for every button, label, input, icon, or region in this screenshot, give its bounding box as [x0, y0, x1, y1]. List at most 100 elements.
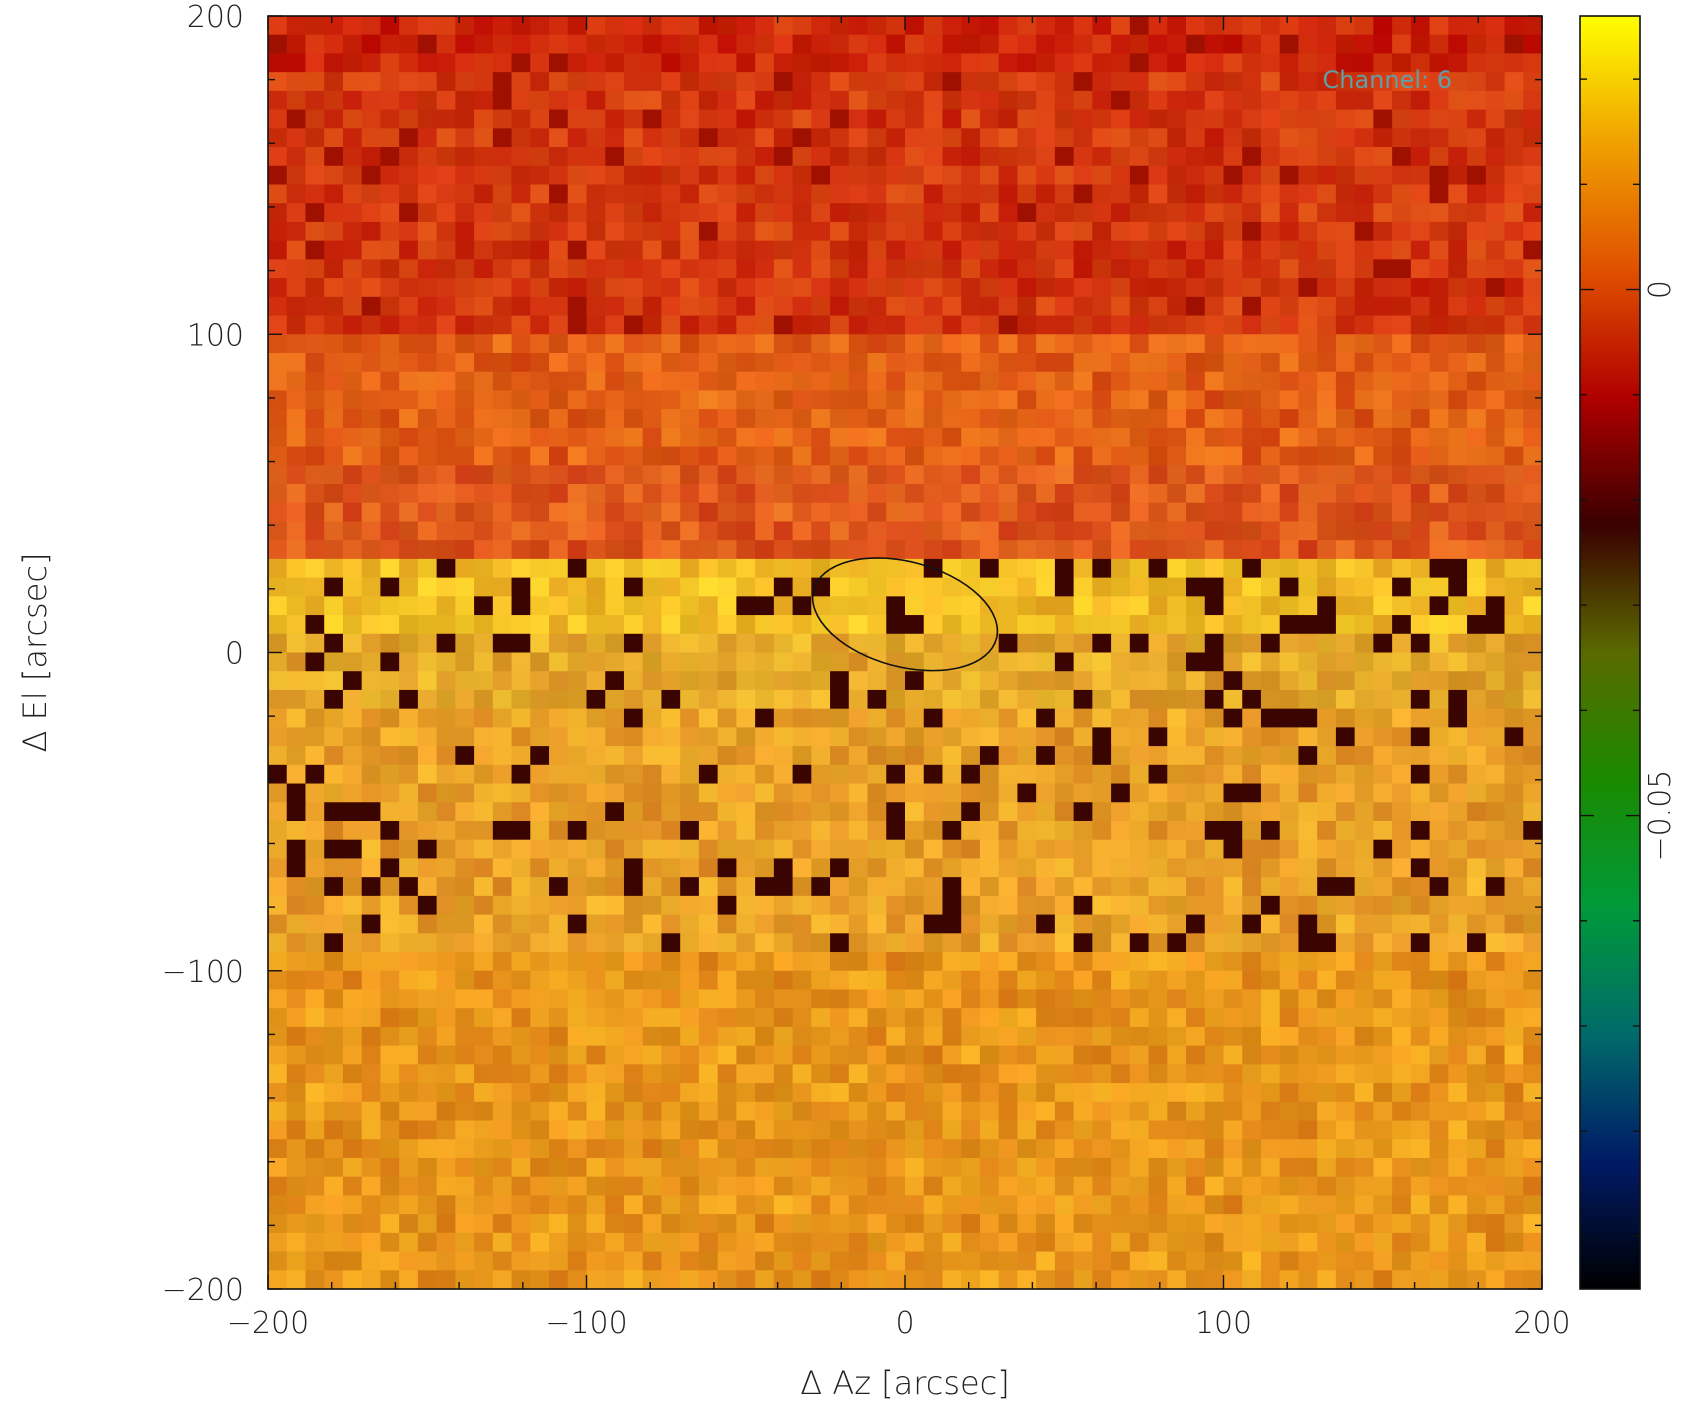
heatmap-cell [1036, 858, 1056, 878]
heatmap-cell [961, 558, 981, 579]
heatmap-cell [1073, 783, 1093, 803]
heatmap-cell [436, 877, 456, 897]
heatmap-cell [567, 352, 588, 373]
heatmap-cell [549, 53, 569, 73]
heatmap-cell [961, 783, 981, 803]
heatmap-cell [1467, 1008, 1487, 1028]
heatmap-cell [1317, 296, 1337, 317]
heatmap-cell [305, 1232, 325, 1253]
heatmap-cell [998, 390, 1019, 410]
heatmap-cell [1129, 1214, 1150, 1234]
heatmap-cell [661, 371, 681, 392]
heatmap-cell [623, 596, 644, 616]
heatmap-cell [1167, 1120, 1187, 1140]
heatmap-cell [1429, 1157, 1449, 1178]
heatmap-cell [268, 446, 288, 466]
heatmap-cell [1373, 1176, 1393, 1196]
heatmap-cell [661, 296, 681, 317]
heatmap-cell [380, 1157, 400, 1178]
heatmap-cell [773, 652, 794, 672]
heatmap-cell [492, 671, 513, 691]
heatmap-cell [380, 334, 400, 354]
heatmap-cell [436, 1176, 456, 1196]
heatmap-cell [1523, 427, 1543, 448]
heatmap-cell [773, 783, 794, 803]
heatmap-cell [1260, 783, 1281, 803]
heatmap-cell [1148, 315, 1168, 335]
heatmap-cell [717, 1064, 737, 1084]
heatmap-cell [1410, 1195, 1431, 1215]
heatmap-cell [1223, 877, 1243, 897]
heatmap-cell [1260, 521, 1281, 541]
heatmap-cell [474, 802, 494, 822]
heatmap-cell [530, 1139, 550, 1159]
heatmap-cell [342, 502, 363, 523]
heatmap-cell [811, 558, 831, 579]
heatmap-cell [1504, 820, 1524, 841]
heatmap-cell [1017, 783, 1037, 803]
heatmap-cell [549, 1232, 569, 1253]
heatmap-cell [399, 334, 419, 354]
heatmap-cell [942, 502, 962, 523]
heatmap-cell [961, 259, 981, 279]
heatmap-cell [998, 1083, 1019, 1103]
heatmap-cell [886, 1064, 906, 1084]
heatmap-cell [942, 1157, 962, 1178]
heatmap-cell [961, 16, 981, 36]
heatmap-cell [1129, 895, 1150, 916]
heatmap-cell [642, 521, 663, 541]
heatmap-cell [792, 446, 812, 466]
heatmap-cell [1317, 90, 1337, 111]
heatmap-cell [342, 952, 363, 972]
heatmap-cell [1373, 1195, 1393, 1215]
heatmap-cell [1504, 1101, 1524, 1122]
heatmap-cell [1242, 203, 1262, 223]
heatmap-cell [1111, 16, 1131, 36]
heatmap-cell [642, 278, 663, 298]
heatmap-cell [1111, 689, 1131, 710]
heatmap-cell [811, 895, 831, 916]
heatmap-cell [1073, 802, 1093, 822]
heatmap-cell [1485, 1157, 1506, 1178]
heatmap-cell [586, 259, 606, 279]
heatmap-cell [605, 128, 625, 148]
heatmap-cell [642, 1064, 663, 1084]
heatmap-cell [942, 540, 962, 560]
heatmap-cell [1485, 521, 1506, 541]
heatmap-cell [736, 427, 756, 448]
heatmap-cell [1167, 596, 1187, 616]
heatmap-cell [1167, 221, 1187, 242]
heatmap-cell [1036, 820, 1056, 841]
heatmap-cell [511, 53, 531, 73]
heatmap-cell [1410, 184, 1431, 204]
heatmap-cell [623, 427, 644, 448]
heatmap-cell [1373, 16, 1393, 36]
heatmap-cell [1260, 633, 1281, 654]
heatmap-cell [717, 371, 737, 392]
heatmap-cell [492, 577, 513, 597]
heatmap-cell [680, 577, 700, 597]
heatmap-cell [1129, 1270, 1150, 1290]
heatmap-cell [530, 1176, 550, 1196]
heatmap-cell [1523, 839, 1543, 860]
heatmap-cell [830, 1045, 850, 1065]
heatmap-cell [511, 315, 531, 335]
heatmap-cell [961, 221, 981, 242]
heatmap-cell [942, 558, 962, 579]
heatmap-cell [530, 596, 550, 616]
heatmap-cell [1017, 671, 1037, 691]
heatmap-cell [549, 1008, 569, 1028]
heatmap-cell [717, 465, 737, 485]
heatmap-cell [1223, 1026, 1243, 1047]
heatmap-cell [324, 933, 344, 953]
heatmap-cell [1167, 484, 1187, 504]
heatmap-cell [942, 689, 962, 710]
heatmap-cell [923, 1251, 944, 1271]
heatmap-cell [1129, 633, 1150, 654]
heatmap-cell [342, 1157, 363, 1178]
heatmap-cell [436, 1157, 456, 1178]
heatmap-cell [736, 278, 756, 298]
heatmap-cell [905, 1214, 925, 1234]
heatmap-cell [324, 521, 344, 541]
heatmap-cell [1167, 128, 1187, 148]
